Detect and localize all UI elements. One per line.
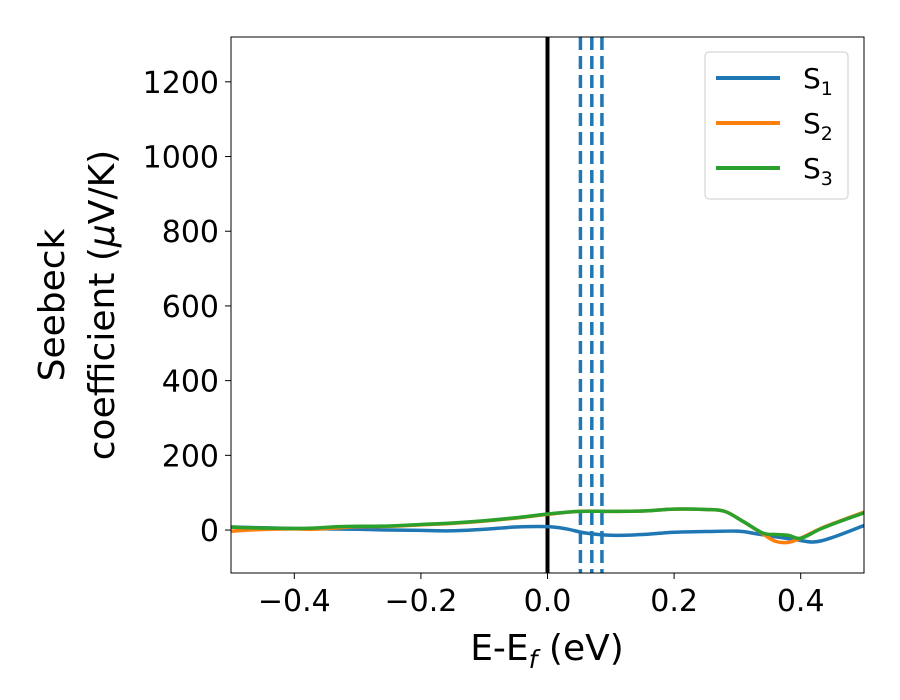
x-tick-label: −0.2 <box>384 584 457 619</box>
series-line-s1 <box>231 523 864 544</box>
y-tick-label: 800 <box>162 215 219 250</box>
series-line-s3 <box>231 507 864 541</box>
x-tick-label: 0.0 <box>524 584 572 619</box>
y-axis-label-line2: coefficient (μV/K) <box>82 150 123 460</box>
legend-box <box>704 51 849 200</box>
y-tick-label: 1000 <box>143 141 219 176</box>
y-tick-label: 0 <box>200 514 219 549</box>
legend: S1 S2 S3 <box>704 51 849 200</box>
y-tick-label: 400 <box>162 365 219 400</box>
y-axis-ticks: 0 200 400 600 800 1000 1200 <box>143 66 231 549</box>
y-tick-label: 600 <box>162 290 219 325</box>
legend-label-s1: S1 <box>803 62 833 100</box>
x-tick-label: −0.4 <box>258 584 331 619</box>
y-axis-label-line1: Seebeck <box>32 228 73 381</box>
plot-area <box>230 36 865 574</box>
legend-label-s3: S3 <box>803 152 833 190</box>
y-tick-label: 1200 <box>143 66 219 101</box>
y-tick-label: 200 <box>162 439 219 474</box>
x-axis-label-unit: (eV) <box>537 628 623 669</box>
x-axis-ticks: −0.4 −0.2 0.0 0.2 0.4 <box>258 573 825 619</box>
series-lines <box>231 507 864 545</box>
x-axis-label: E-Ef (eV) <box>470 628 624 674</box>
legend-label-s2: S2 <box>803 107 833 145</box>
y-axis-label-mu: μ <box>82 224 123 248</box>
vertical-lines <box>545 37 604 573</box>
x-tick-label: 0.2 <box>650 584 698 619</box>
x-tick-label: 0.4 <box>777 584 825 619</box>
